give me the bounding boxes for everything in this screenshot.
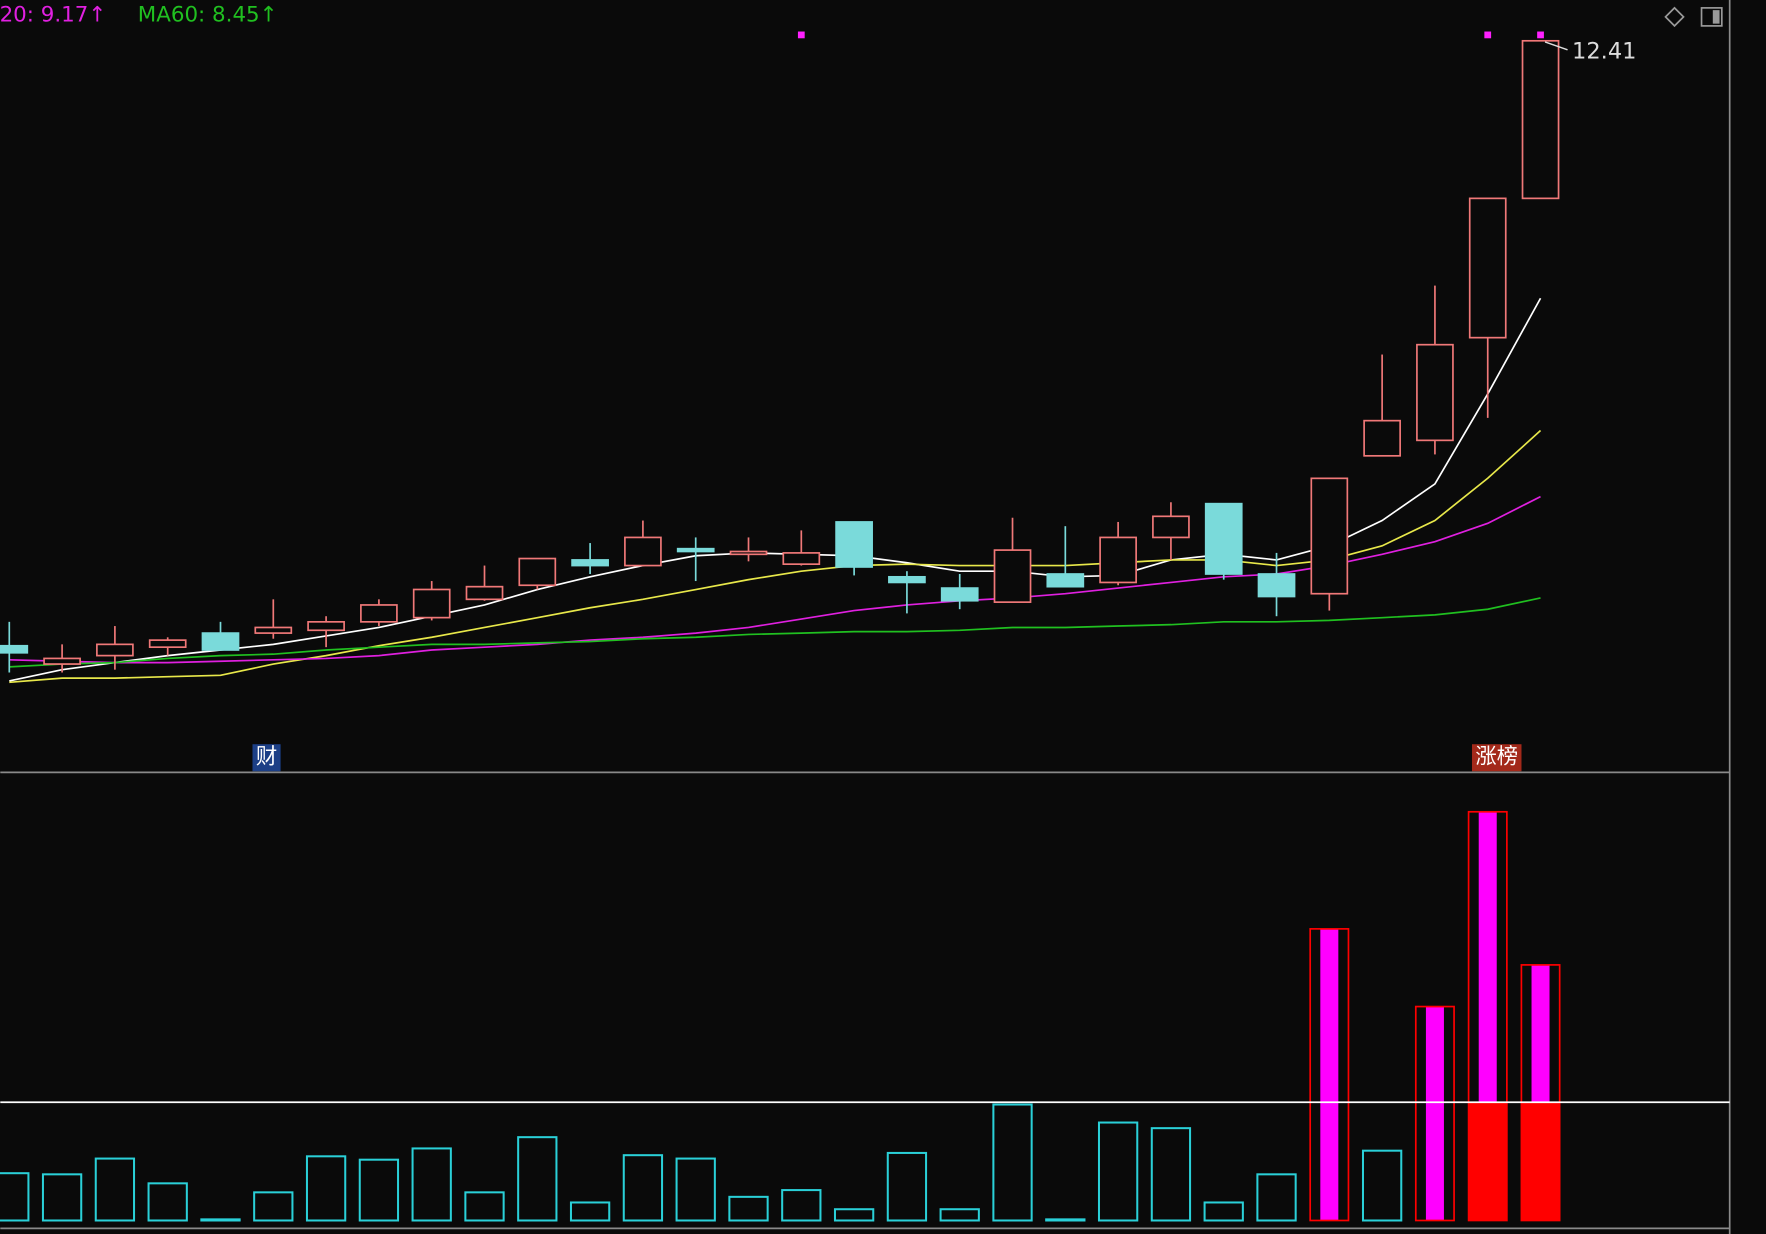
volume-bar — [41, 1173, 83, 1222]
volume-bar — [992, 1103, 1033, 1222]
ma-line — [9, 429, 1542, 684]
candle-body — [993, 549, 1032, 603]
candle-body — [888, 575, 926, 584]
volume-bar — [1203, 1201, 1244, 1222]
candle-body — [307, 620, 345, 632]
signal-dot — [1484, 31, 1492, 39]
volume-core — [1531, 964, 1550, 1103]
max-arrow — [1544, 41, 1568, 51]
volume-core — [1425, 1006, 1444, 1221]
volume-fill — [1468, 1102, 1507, 1221]
badge — [1471, 744, 1522, 772]
volume-bar — [200, 1218, 241, 1222]
candle-body — [518, 557, 557, 587]
candle-body — [624, 536, 662, 567]
candle-body — [1046, 573, 1085, 588]
candle-body — [782, 552, 821, 566]
volume-bar — [1045, 1218, 1086, 1222]
volume-bar — [411, 1147, 452, 1222]
candle-body — [254, 626, 293, 634]
max-label: 12.41 — [1572, 39, 1636, 65]
diamond-icon[interactable] — [1664, 6, 1685, 28]
volume-bar — [1414, 1005, 1455, 1222]
volume-bar — [939, 1208, 980, 1222]
candle-body — [1152, 515, 1190, 539]
volume-fill — [1521, 1102, 1560, 1221]
candle-body — [43, 657, 81, 665]
candle-body — [1363, 419, 1401, 457]
ma-line — [9, 495, 1541, 664]
volume-bar — [569, 1201, 611, 1222]
volume-core — [1320, 928, 1339, 1221]
volume-bar — [147, 1182, 188, 1222]
candle-body — [465, 585, 504, 601]
volume-bar — [886, 1151, 928, 1222]
volume-bar — [253, 1191, 294, 1222]
candle-body — [1204, 502, 1243, 575]
volume-bar — [728, 1195, 769, 1222]
candle-body — [940, 587, 979, 602]
candle-body — [96, 643, 134, 657]
volume-bar — [1150, 1127, 1192, 1222]
candle-body — [201, 632, 240, 651]
candle-body — [1310, 477, 1349, 595]
volume-bar — [0, 1172, 30, 1222]
volume-bar — [517, 1136, 558, 1222]
ma-legend: MA20: 9.17↑ — [0, 3, 106, 28]
volume-bar — [833, 1208, 875, 1222]
candle-body — [1521, 39, 1560, 200]
candle-body — [1257, 573, 1296, 598]
signal-dot — [1537, 31, 1544, 39]
candle-body — [835, 521, 873, 568]
badge-text: 财 — [256, 745, 277, 770]
ma-line — [9, 597, 1541, 668]
candle-body — [148, 639, 187, 649]
panel-icon[interactable] — [1700, 7, 1723, 27]
candle-body — [360, 604, 398, 623]
volume-bar — [464, 1191, 505, 1222]
volume-bar — [358, 1158, 400, 1222]
candle-body — [412, 588, 451, 619]
volume-bar — [1467, 810, 1508, 1222]
candle-body — [0, 644, 29, 654]
candle-body — [1468, 197, 1507, 339]
candle-body — [571, 559, 609, 567]
ma-legend: MA60: 8.45↑ — [138, 3, 278, 28]
volume-bar — [781, 1189, 822, 1222]
candle-body — [1416, 343, 1454, 442]
badge-text: 涨榜 — [1475, 745, 1518, 770]
volume-bar — [1361, 1149, 1403, 1222]
candle-body — [676, 547, 715, 553]
volume-bar — [305, 1155, 347, 1222]
volume-core — [1478, 811, 1497, 1103]
volume-bar — [1520, 964, 1561, 1222]
candle-body — [1099, 536, 1137, 584]
volume-bar — [1256, 1173, 1297, 1222]
candle-body — [729, 550, 768, 556]
badge — [252, 744, 281, 772]
volume-bar — [622, 1154, 664, 1222]
panel-icon-fill — [1712, 10, 1720, 24]
volume-bar — [675, 1157, 716, 1222]
volume-bar — [1309, 928, 1350, 1222]
ma-line — [9, 297, 1542, 682]
volume-bar — [94, 1157, 136, 1222]
volume-bar — [1097, 1121, 1139, 1222]
signal-dot — [797, 31, 805, 39]
